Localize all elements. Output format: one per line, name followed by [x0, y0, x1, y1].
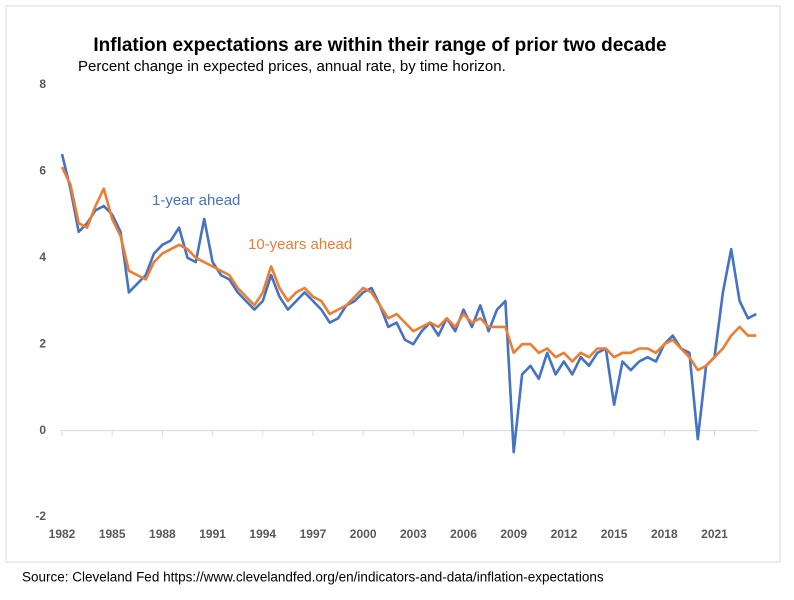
x-tick-label: 2003	[400, 527, 427, 541]
x-tick-label: 1994	[249, 527, 276, 541]
series-line	[60, 153, 757, 454]
x-tick-label: 1997	[300, 527, 327, 541]
source: Source: Cleveland Fed https://www.clevel…	[22, 570, 604, 585]
x-tick-label: 2015	[601, 527, 628, 541]
y-tick-label: 4	[39, 250, 46, 264]
series-label: 10-years ahead	[248, 236, 352, 253]
x-tick-label: 1982	[49, 527, 76, 541]
y-tick-label: 2	[39, 336, 46, 350]
chart-frame	[5, 5, 781, 563]
x-tick-label: 2000	[350, 527, 377, 541]
y-tick-label: -2	[35, 509, 46, 523]
series-line	[60, 166, 757, 372]
x-tick-label: 2021	[701, 527, 728, 541]
x-tick-label: 1985	[99, 527, 126, 541]
x-tick-label: 2012	[551, 527, 578, 541]
y-tick-label: 0	[39, 423, 46, 437]
series-label: 1-year ahead	[152, 192, 240, 209]
x-tick-label: 1991	[199, 527, 226, 541]
x-tick-label: 2018	[651, 527, 678, 541]
y-tick-label: 6	[39, 164, 46, 178]
x-tick-label: 2006	[450, 527, 477, 541]
y-tick-label: 8	[39, 77, 46, 91]
x-tick-label: 2009	[500, 527, 527, 541]
x-tick-label: 1988	[149, 527, 176, 541]
chart-subtitle: Percent change in expected prices, annua…	[78, 58, 506, 75]
chart-title: Inflation expectations are within their …	[93, 35, 666, 56]
